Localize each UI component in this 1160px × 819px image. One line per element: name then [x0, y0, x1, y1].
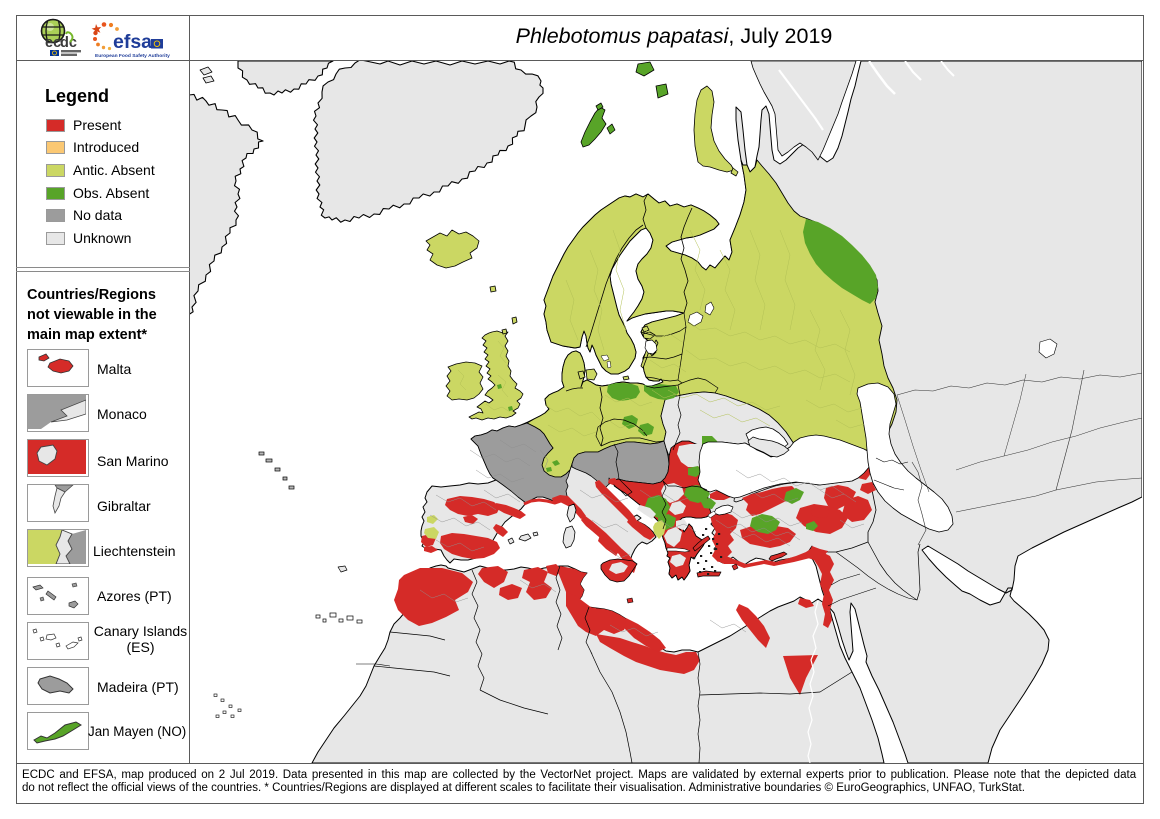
svg-text:European Food Safety Authority: European Food Safety Authority — [95, 53, 170, 59]
svg-text:dc: dc — [60, 35, 77, 51]
svg-text:ec: ec — [45, 35, 61, 51]
svg-text:efsa: efsa — [113, 31, 152, 53]
